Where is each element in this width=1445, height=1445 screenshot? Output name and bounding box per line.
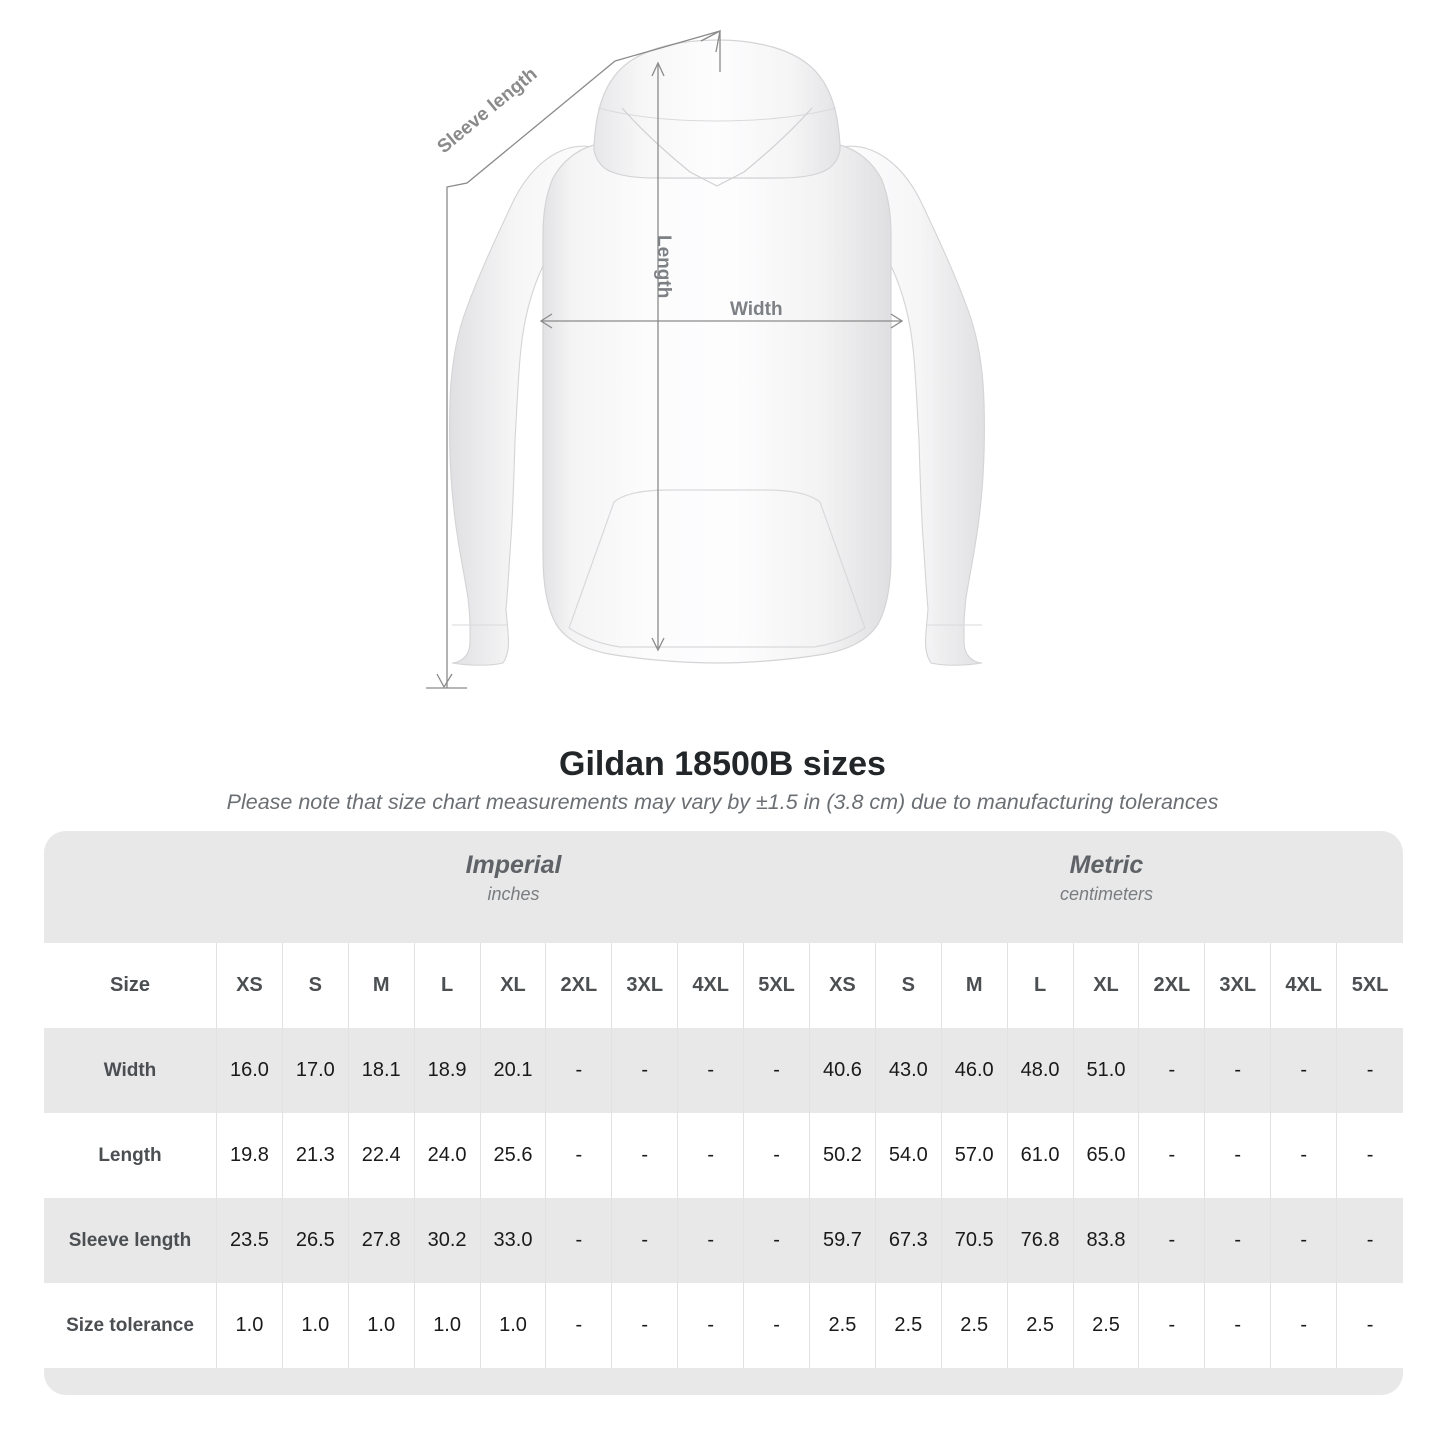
svg-text:Width: Width — [730, 299, 783, 320]
svg-text:Sleeve length: Sleeve length — [434, 64, 542, 158]
svg-text:Length: Length — [653, 235, 674, 298]
